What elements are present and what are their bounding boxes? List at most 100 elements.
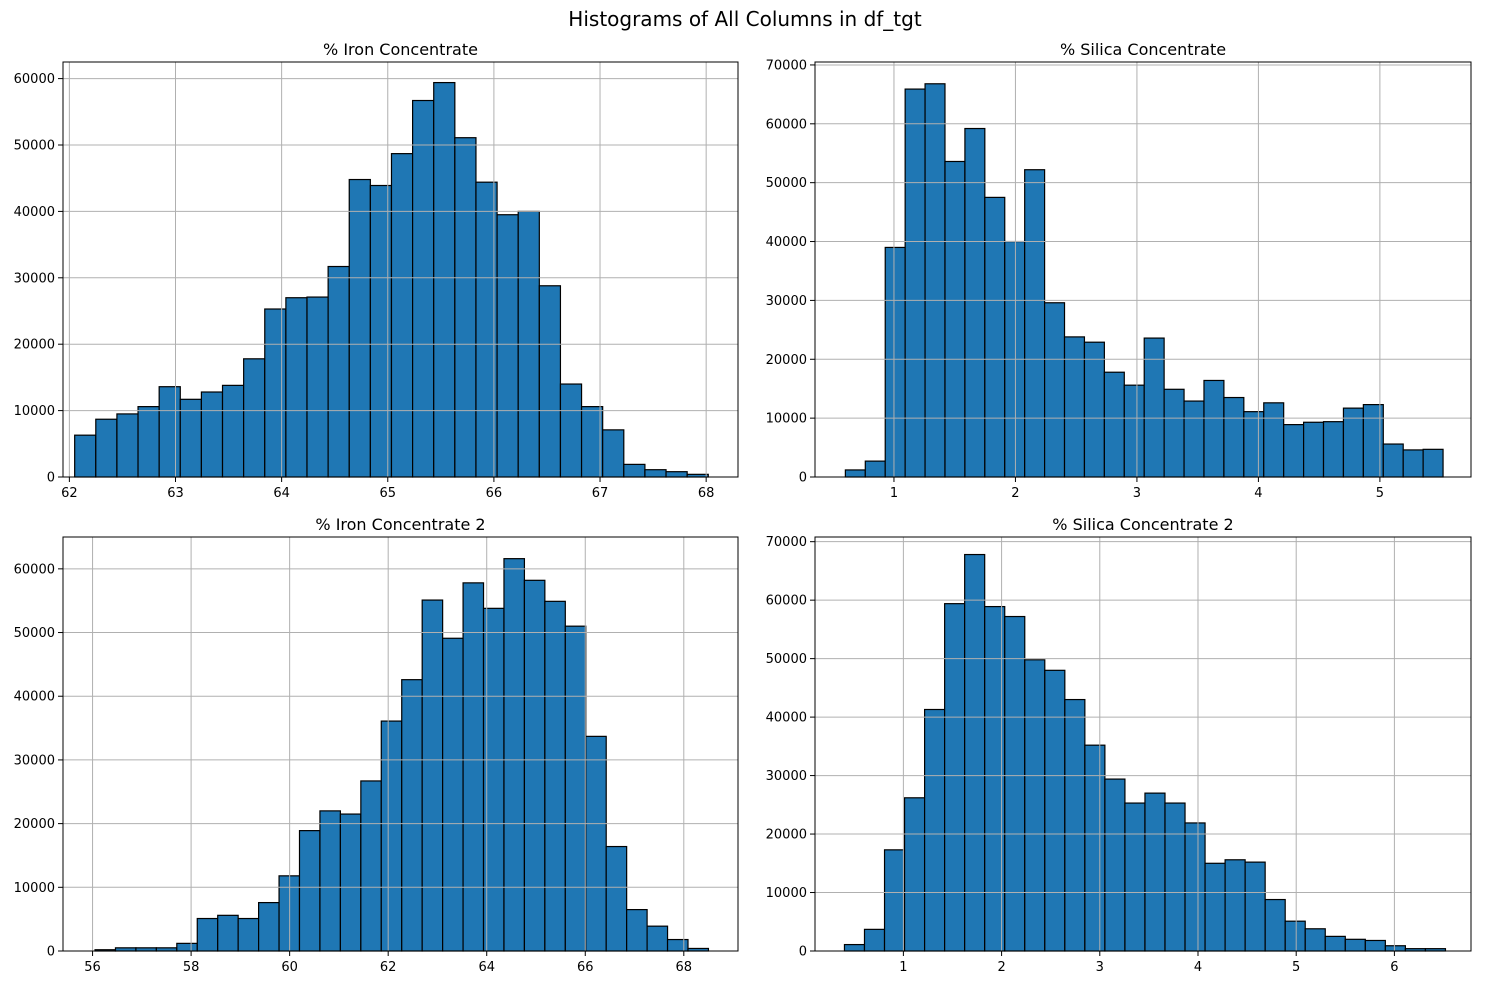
histogram-bar bbox=[1324, 935, 1346, 952]
histogram-bar bbox=[327, 265, 350, 478]
x-tick-label: 66 bbox=[577, 960, 594, 975]
histogram-bar bbox=[1024, 659, 1046, 952]
y-axis: 0 10000 20000 30000 40000 50000 60000 70000 bbox=[766, 58, 815, 486]
histogram-bar bbox=[264, 308, 287, 478]
histogram-bar bbox=[137, 406, 160, 478]
x-tick-label: 63 bbox=[167, 486, 184, 501]
histogram-bar bbox=[95, 418, 118, 478]
y-tick-label: 10000 bbox=[766, 412, 807, 427]
histogram-bar bbox=[421, 599, 444, 952]
y-tick-label: 0 bbox=[799, 945, 807, 960]
y-tick-label: 40000 bbox=[14, 205, 55, 220]
histogram-bar bbox=[306, 296, 329, 478]
histogram-bar bbox=[380, 720, 403, 952]
y-tick-label: 0 bbox=[799, 471, 807, 486]
histogram-bar bbox=[360, 780, 382, 952]
y-tick-label: 10000 bbox=[14, 881, 55, 896]
histogram-bar bbox=[1164, 802, 1186, 952]
histogram-bar bbox=[1243, 411, 1265, 478]
histogram-bar bbox=[665, 471, 688, 478]
y-tick-label: 40000 bbox=[766, 235, 807, 250]
bars bbox=[94, 558, 710, 952]
histogram-panel: % Silica Concentrate 2 1 2 3 4 5 6 0 10000 20000 3… bbox=[766, 515, 1472, 975]
x-tick-label: 66 bbox=[486, 486, 503, 501]
histogram-bar bbox=[585, 735, 607, 952]
x-tick-label: 67 bbox=[592, 486, 609, 501]
x-tick-label: 64 bbox=[273, 486, 290, 501]
histogram-bar bbox=[221, 384, 245, 478]
histogram-bar bbox=[74, 434, 97, 478]
histogram-bar bbox=[1124, 802, 1146, 952]
histogram-bar bbox=[1043, 302, 1066, 478]
y-tick-label: 30000 bbox=[14, 753, 55, 768]
histogram-bar bbox=[1384, 945, 1406, 952]
x-tick-label: 1 bbox=[899, 960, 907, 975]
histogram-bar bbox=[564, 625, 587, 952]
histogram-bar bbox=[984, 196, 1006, 478]
x-tick-label: 65 bbox=[379, 486, 396, 501]
axes-frame bbox=[62, 536, 739, 952]
histogram-bar bbox=[1283, 424, 1305, 478]
histogram-bar bbox=[1244, 861, 1266, 952]
y-tick-label: 30000 bbox=[14, 271, 55, 286]
x-tick-label: 4 bbox=[1254, 486, 1262, 501]
x-tick-label: 64 bbox=[478, 960, 495, 975]
histogram-panel: % Iron Concentrate 62 63 64 65 66 67 68 0 10000 20… bbox=[14, 40, 739, 501]
histogram-bar bbox=[503, 558, 526, 952]
histogram-bar bbox=[843, 943, 866, 952]
histogram-bar bbox=[1104, 778, 1126, 952]
panel-title: % Silica Concentrate bbox=[1060, 40, 1226, 59]
histogram-bar bbox=[1203, 379, 1225, 478]
histogram-bar bbox=[217, 914, 239, 952]
histogram-bar bbox=[1204, 862, 1226, 952]
y-tick-label: 20000 bbox=[14, 338, 55, 353]
histogram-bar bbox=[1344, 938, 1366, 952]
x-tick-label: 68 bbox=[698, 486, 715, 501]
y-tick-label: 30000 bbox=[766, 294, 807, 309]
histogram-bar bbox=[863, 928, 886, 952]
bars bbox=[844, 83, 1444, 478]
histogram-bar bbox=[1123, 384, 1145, 478]
histogram-bar bbox=[944, 603, 966, 952]
y-tick-label: 60000 bbox=[766, 594, 807, 609]
y-tick-label: 60000 bbox=[14, 562, 55, 577]
histogram-bar bbox=[884, 246, 906, 478]
histogram-bar bbox=[904, 88, 926, 478]
panel-title: % Iron Concentrate bbox=[323, 40, 478, 59]
x-axis: 1 2 3 4 5 6 bbox=[899, 951, 1399, 975]
histogram-bar bbox=[1064, 698, 1086, 952]
histogram-bar bbox=[1302, 421, 1325, 478]
x-tick-label: 2 bbox=[1011, 486, 1019, 501]
y-tick-label: 50000 bbox=[766, 652, 807, 667]
y-tick-label: 70000 bbox=[766, 535, 807, 550]
histogram-bar bbox=[196, 917, 219, 952]
axes-frame bbox=[814, 61, 1472, 478]
histogram-bar bbox=[496, 214, 519, 478]
histogram-panel: % Silica Concentrate 1 2 3 4 5 0 10000 20000 3000… bbox=[766, 40, 1472, 501]
histogram-bar bbox=[1284, 920, 1306, 952]
panel-title: % Silica Concentrate 2 bbox=[1052, 515, 1233, 534]
x-tick-label: 62 bbox=[61, 486, 78, 501]
histogram-bar bbox=[1063, 336, 1086, 478]
histogram-bar bbox=[964, 553, 986, 952]
x-tick-label: 1 bbox=[890, 486, 898, 501]
x-tick-label: 5 bbox=[1376, 486, 1384, 501]
histogram-bar bbox=[666, 938, 689, 952]
histogram-bar bbox=[1402, 449, 1424, 478]
histogram-bar bbox=[390, 153, 414, 478]
histogram-bar bbox=[285, 297, 308, 478]
histogram-bar bbox=[626, 908, 648, 952]
histogram-bar bbox=[258, 901, 280, 952]
x-tick-label: 3 bbox=[1133, 486, 1141, 501]
histogram-bar bbox=[1103, 371, 1125, 478]
x-tick-label: 60 bbox=[281, 960, 298, 975]
histogram-bar bbox=[883, 849, 906, 952]
histogram-bar bbox=[844, 469, 866, 478]
histogram-bar bbox=[605, 845, 628, 952]
histogram-bar bbox=[646, 925, 669, 952]
x-tick-label: 6 bbox=[1390, 960, 1398, 975]
histogram-bar bbox=[454, 137, 477, 478]
figure-suptitle: Histograms of All Columns in df_tgt bbox=[568, 7, 922, 31]
